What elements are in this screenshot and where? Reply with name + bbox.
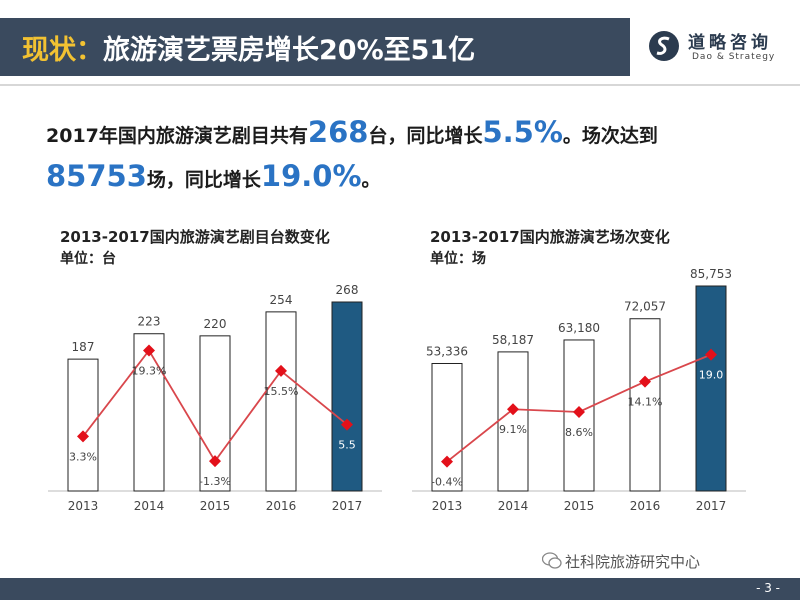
growth-label: 5.5 <box>338 439 356 452</box>
headline-shows-growth: 19.0% <box>260 159 362 193</box>
growth-label: 15.5% <box>264 385 299 398</box>
bar-2017 <box>331 301 363 492</box>
wechat-icon <box>542 552 562 569</box>
x-tick-label: 2017 <box>696 499 727 513</box>
headline-shows-count: 85753 <box>46 159 147 193</box>
growth-label: 19.3% <box>132 365 167 378</box>
growth-marker <box>441 455 453 468</box>
growth-marker <box>209 455 221 468</box>
growth-marker <box>705 348 717 361</box>
company-logo: 道略咨询 Dao & Strategy <box>648 22 798 72</box>
chart2-unit: 单位：场 <box>430 251 486 267</box>
headline-part5: 。 <box>361 169 381 191</box>
bar-2014 <box>497 351 529 492</box>
bar-value-label: 254 <box>270 293 293 307</box>
growth-marker <box>143 344 155 357</box>
bar-value-label: 72,057 <box>624 300 666 314</box>
logo-chinese-text: 道略咨询 <box>688 33 772 53</box>
headline-plays-growth: 5.5% <box>482 115 563 149</box>
bar-2016 <box>629 318 661 492</box>
chart1-title: 2013-2017国内旅游演艺剧目台数变化 <box>60 228 330 246</box>
bar-value-label: 223 <box>138 315 161 329</box>
slide-header: 现状：旅游演艺票房增长20%至51亿 道略咨询 Dao & Strategy <box>0 0 800 86</box>
chart2-title: 2013-2017国内旅游演艺场次变化 <box>430 228 670 246</box>
header-divider <box>0 84 800 86</box>
x-tick-label: 2017 <box>332 499 363 513</box>
growth-marker <box>639 375 651 388</box>
bar-2013 <box>431 362 463 492</box>
bar-value-label: 63,180 <box>558 321 600 335</box>
bar-value-label: 53,336 <box>426 344 468 358</box>
logo-english-text: Dao & Strategy <box>692 52 776 62</box>
title-prefix: 现状： <box>22 35 103 66</box>
x-tick-label: 2015 <box>564 499 595 513</box>
bar-2015 <box>199 335 231 492</box>
growth-marker <box>77 430 89 443</box>
shows-chart: 53,336 2013 58,187 2014 63,180 2015 72,057 2016… <box>412 267 746 513</box>
bar-value-label: 187 <box>72 340 95 354</box>
headline-summary: 2017年国内旅游演艺剧目共有268台，同比增长5.5%。场次达到 85753场… <box>46 112 776 200</box>
growth-label: 19.0 <box>699 369 724 382</box>
growth-marker <box>275 364 287 377</box>
bar-2017 <box>695 285 727 492</box>
x-tick-label: 2014 <box>498 499 529 513</box>
page-number: - 3 - <box>756 581 780 595</box>
x-tick-label: 2014 <box>134 499 165 513</box>
bar-2016 <box>265 311 297 492</box>
chart1-unit: 单位：台 <box>60 251 116 267</box>
x-tick-label: 2013 <box>432 499 463 513</box>
headline-part3: 。场次达到 <box>562 125 658 147</box>
growth-label: 9.1% <box>499 423 527 436</box>
growth-label: -0.4% <box>431 476 463 489</box>
bar-2013 <box>67 358 99 492</box>
bar-value-label: 85,753 <box>690 267 732 281</box>
growth-marker <box>507 403 519 416</box>
bar-value-label: 220 <box>204 317 227 331</box>
logo-mark-icon <box>649 31 679 61</box>
x-tick-label: 2016 <box>630 499 661 513</box>
bar-value-label: 268 <box>336 283 359 297</box>
footer-brand: 社科院旅游研究中心 <box>565 553 701 571</box>
headline-part4: 场，同比增长 <box>146 169 261 191</box>
x-tick-label: 2016 <box>266 499 297 513</box>
headline-plays-count: 268 <box>307 115 369 149</box>
growth-label: 14.1% <box>628 396 663 409</box>
title-bar: 现状：旅游演艺票房增长20%至51亿 <box>0 18 630 76</box>
x-tick-label: 2015 <box>200 499 231 513</box>
x-tick-label: 2013 <box>68 499 99 513</box>
plays-chart: 187 2013 223 2014 220 2015 254 2016 268 2017 3.3% 1… <box>48 283 382 513</box>
bar-value-label: 58,187 <box>492 333 534 347</box>
page-footer-bar: - 3 - <box>0 578 800 600</box>
headline-part1: 2017年国内旅游演艺剧目共有 <box>46 125 308 147</box>
growth-marker <box>573 406 585 418</box>
slide-title: 现状：旅游演艺票房增长20%至51亿 <box>22 28 475 67</box>
growth-marker <box>341 418 353 431</box>
bar-2014 <box>133 333 165 492</box>
title-main: 旅游演艺票房增长20%至51亿 <box>103 35 476 66</box>
growth-label: 8.6% <box>565 426 593 439</box>
headline-part2: 台，同比增长 <box>368 125 483 147</box>
growth-label: -1.3% <box>199 475 231 488</box>
growth-label: 3.3% <box>69 450 97 463</box>
